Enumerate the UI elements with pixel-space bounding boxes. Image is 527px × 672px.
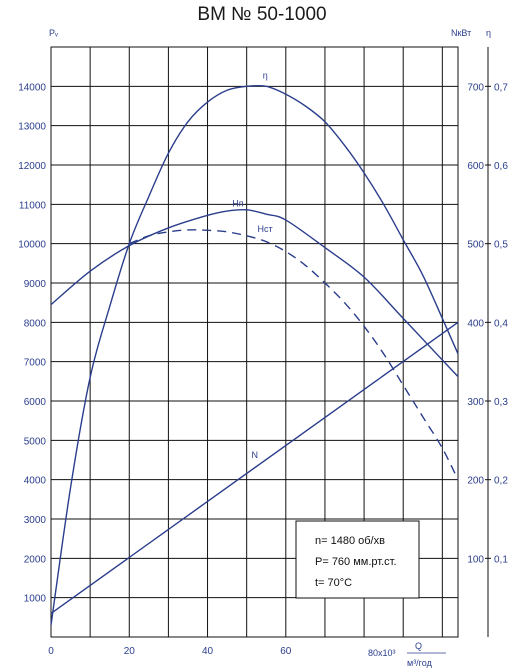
y-left-tick-label: 10000 [18,240,46,251]
info-pressure: P= 760 мм.рт.ст. [315,556,397,568]
y-left-tick-label: 8000 [24,318,47,329]
y-power-axis-label: NкВт [451,28,471,38]
y-power-tick-label: 600 [467,161,484,172]
y-eff-tick-label: 0,3 [494,397,508,408]
curve-label-eta-efficiency: η [263,71,268,81]
plot-frame [50,46,459,638]
y-power-tick-label: 300 [467,397,484,408]
curve-label-hst-static-pressure: Hст [258,224,273,234]
x-axis-scale-label: 80x10³ [368,648,396,658]
x-axis-unit-label: м³/год [407,658,433,668]
series-line-eta-efficiency [50,84,459,626]
y-eff-tick-label: 0,6 [494,161,508,172]
y-left-tick-label: 14000 [18,82,46,93]
series-line-hp-total-pressure [50,208,459,378]
y-left-axis-label: Pᵥ [49,28,58,38]
grid [51,47,458,637]
y-left-tick-label: 3000 [24,515,47,526]
curve-labels: Hп Hст Nη [232,71,272,460]
x-tick-label: 60 [280,646,292,657]
tick-labels: 1000200030004000500060007000800090001000… [18,82,508,657]
y-left-tick-label: 9000 [24,279,47,290]
y-left-tick-label: 5000 [24,436,47,447]
y-eff-axis-label: η [486,28,491,38]
y-eff-tick-label: 0,1 [494,554,508,565]
y-left-tick-label: 12000 [18,161,46,172]
y-left-tick-label: 7000 [24,358,47,369]
y-left-tick-label: 2000 [24,554,47,565]
series-line-n-power [50,321,459,614]
y-left-tick-label: 1000 [24,594,47,605]
y-left-tick-label: 4000 [24,476,47,487]
y-power-tick-label: 100 [467,554,484,565]
info-box [295,520,420,599]
curve-label-hp-total-pressure: Hп [232,198,243,208]
y-eff-tick-label: 0,7 [494,82,508,93]
curve-label-n-power: N [252,450,259,460]
chart-title: ВМ № 50-1000 [197,4,326,25]
series-line-hst-static-pressure [129,229,459,480]
x-tick-label: 40 [202,646,214,657]
y-eff-tick-label: 0,4 [494,318,508,329]
series-lines [50,84,459,626]
y-left-tick-label: 11000 [19,200,47,211]
y-power-tick-label: 500 [467,240,484,251]
info-temperature: t= 70°C [315,577,352,589]
y-power-tick-label: 400 [467,318,484,329]
y-left-tick-label: 13000 [18,122,46,133]
y-eff-tick-label: 0,2 [494,476,508,487]
y-power-tick-label: 700 [467,82,484,93]
y-power-tick-label: 200 [467,476,484,487]
x-tick-label: 0 [48,646,54,657]
y-eff-tick-label: 0,5 [494,240,508,251]
info-speed: n= 1480 об/хв [315,535,385,547]
x-axis-label: Q [415,641,422,651]
x-tick-label: 20 [124,646,136,657]
y-left-tick-label: 6000 [24,397,47,408]
